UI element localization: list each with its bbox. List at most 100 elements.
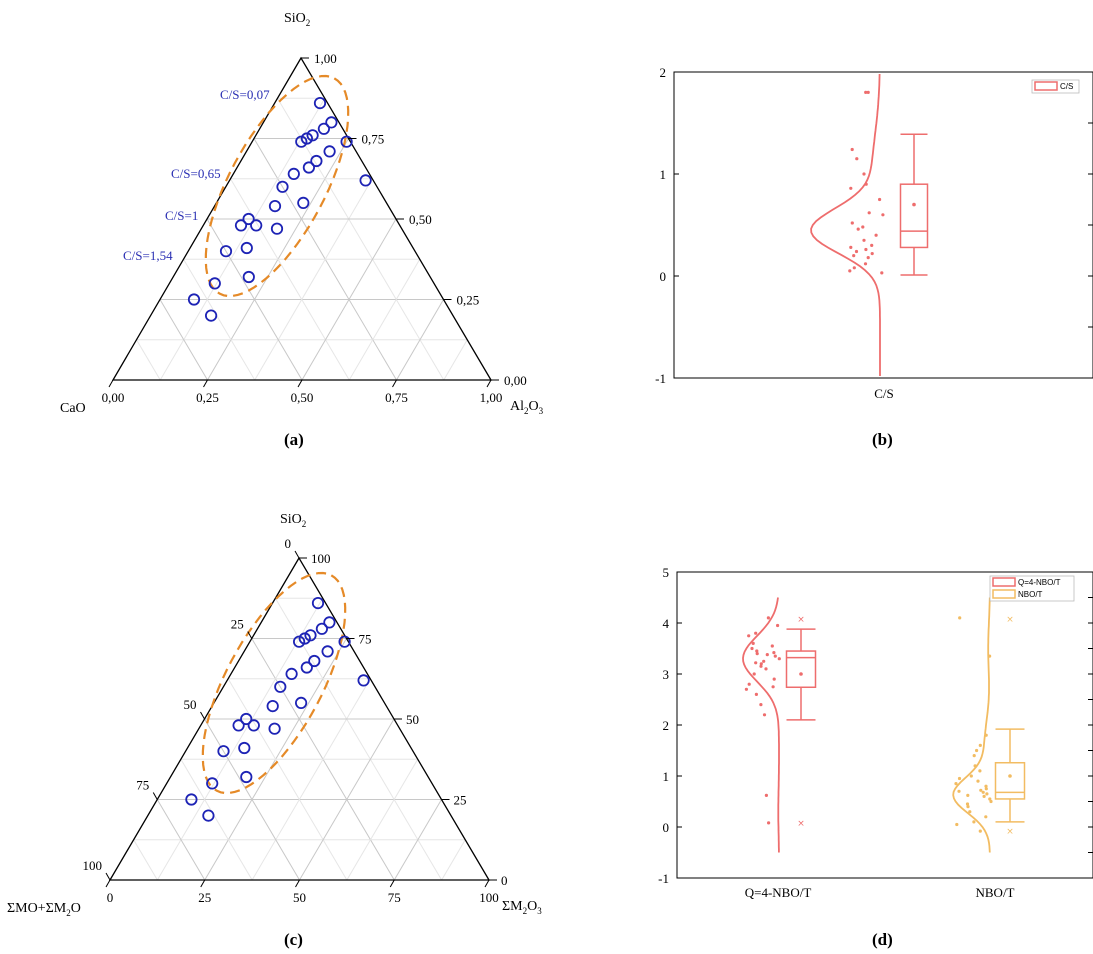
data-point xyxy=(285,667,298,681)
grid-line xyxy=(180,758,253,881)
tick-label-right: 0,00 xyxy=(504,373,527,388)
grid-line xyxy=(230,178,350,381)
vertex-label-al2o3: Al2O3 xyxy=(510,399,544,416)
data-point xyxy=(302,161,315,174)
legend: Q=4-NBO/T NBO/T xyxy=(989,575,1075,602)
annotation-cs-1: C/S=1 xyxy=(165,208,198,223)
raw-data-point xyxy=(984,733,988,737)
cluster-ellipse xyxy=(204,74,350,298)
tick-mark xyxy=(203,379,208,388)
panel-label-c: (c) xyxy=(284,930,303,949)
half-violin-nbo xyxy=(952,597,991,853)
panel-label-d: (d) xyxy=(872,930,893,949)
grid-line xyxy=(393,799,442,881)
data-point xyxy=(268,722,281,735)
raw-data-point xyxy=(957,776,962,781)
raw-data-point xyxy=(957,789,961,793)
data-point xyxy=(187,293,201,306)
tick-mark xyxy=(484,879,490,888)
raw-data-point xyxy=(849,186,853,190)
mean-marker xyxy=(799,672,803,676)
raw-data-point xyxy=(765,653,769,657)
tick-label-bottom: 25 xyxy=(198,890,211,905)
vertex-label-mo-m2o: ΣMO+ΣM2O xyxy=(7,901,81,918)
grid-line xyxy=(227,678,348,881)
y-tick-label: 3 xyxy=(663,667,670,682)
raw-data-point xyxy=(862,238,866,242)
y-tick-label: 1 xyxy=(663,769,670,784)
raw-data-point xyxy=(747,634,751,638)
cluster-ellipse xyxy=(201,571,347,795)
tick-label-bottom: 0 xyxy=(107,890,114,905)
data-point xyxy=(234,219,248,232)
ternary-panel-c: 0 25 50 75 100 100 75 50 25 0 0 25 50 75 100 SiO2 ΣMO+… xyxy=(7,512,542,949)
outlier-marker: × xyxy=(1006,827,1014,837)
tick-label-bottom: 0,25 xyxy=(196,390,219,405)
tick-mark xyxy=(105,879,111,888)
tick-label-left: 50 xyxy=(184,697,197,712)
raw-data-point xyxy=(975,748,979,753)
raw-data-point xyxy=(852,254,856,258)
legend-swatch-nbo xyxy=(992,589,1016,599)
legend: C/S xyxy=(1031,79,1080,94)
tick-label-right: 25 xyxy=(454,793,467,808)
raw-data-point xyxy=(848,269,852,273)
outlier-marker: × xyxy=(797,615,805,625)
data-point xyxy=(276,180,289,193)
raw-data-point xyxy=(744,687,749,691)
raw-data-point xyxy=(958,616,962,620)
tick-label-bottom: 0,50 xyxy=(291,390,314,405)
raw-data-point xyxy=(976,779,980,783)
raw-data-point xyxy=(989,799,993,804)
x-tick-label: C/S xyxy=(874,386,894,401)
tick-label-bottom: 50 xyxy=(293,890,306,905)
data-point xyxy=(300,661,313,674)
tick-label-right: 0,75 xyxy=(362,132,385,147)
data-point xyxy=(205,309,218,322)
raw-data-point xyxy=(985,792,989,796)
tick-label-left: 25 xyxy=(231,617,244,632)
y-tick-label: 2 xyxy=(663,718,670,733)
data-point xyxy=(295,135,308,148)
data-point xyxy=(338,635,351,648)
raw-data-point xyxy=(773,654,777,658)
boxplot-panel-b: -1 0 1 2 C/S C/S (b) xyxy=(655,65,1093,449)
grid-line xyxy=(441,839,466,881)
tick-mark xyxy=(108,379,114,388)
grid-line xyxy=(396,299,444,381)
raw-data-point xyxy=(874,233,878,237)
data-point xyxy=(242,212,255,226)
raw-data-point xyxy=(864,182,868,186)
data-point xyxy=(268,200,282,213)
raw-data-point xyxy=(770,644,774,648)
grid-line xyxy=(251,678,371,881)
grid-line xyxy=(183,258,256,381)
vertex-label-m2o3: ΣM2O3 xyxy=(502,899,542,916)
y-tick-label: 2 xyxy=(660,65,667,80)
raw-data-point xyxy=(973,764,977,768)
tick-label-right: 1,00 xyxy=(314,51,337,66)
data-point xyxy=(206,777,219,790)
ternary-panel-a: 0,00 0,25 0,50 0,75 1,00 1,00 0,75 0,50 0,25 0,00… xyxy=(60,11,544,449)
raw-data-point xyxy=(984,815,988,819)
raw-data-point xyxy=(764,793,769,798)
data-point xyxy=(357,674,370,687)
raw-data-point xyxy=(759,703,763,707)
raw-data-point xyxy=(867,211,871,215)
raw-data-point xyxy=(863,262,868,266)
tick-label-right: 75 xyxy=(359,632,372,647)
x-tick-label-q: Q=4-NBO/T xyxy=(745,885,812,900)
tick-label-left: 100 xyxy=(83,858,103,873)
data-point xyxy=(323,616,336,629)
raw-data-point xyxy=(878,197,882,202)
raw-data-point xyxy=(954,782,958,786)
x-tick-label-nbo: NBO/T xyxy=(976,885,1015,900)
grid-line xyxy=(136,339,161,381)
data-point xyxy=(219,245,233,258)
box xyxy=(785,650,817,689)
raw-data-point xyxy=(772,677,776,681)
grid-line xyxy=(443,339,468,381)
raw-data-point xyxy=(988,654,992,658)
data-point xyxy=(340,135,353,148)
raw-data-point xyxy=(979,788,983,792)
